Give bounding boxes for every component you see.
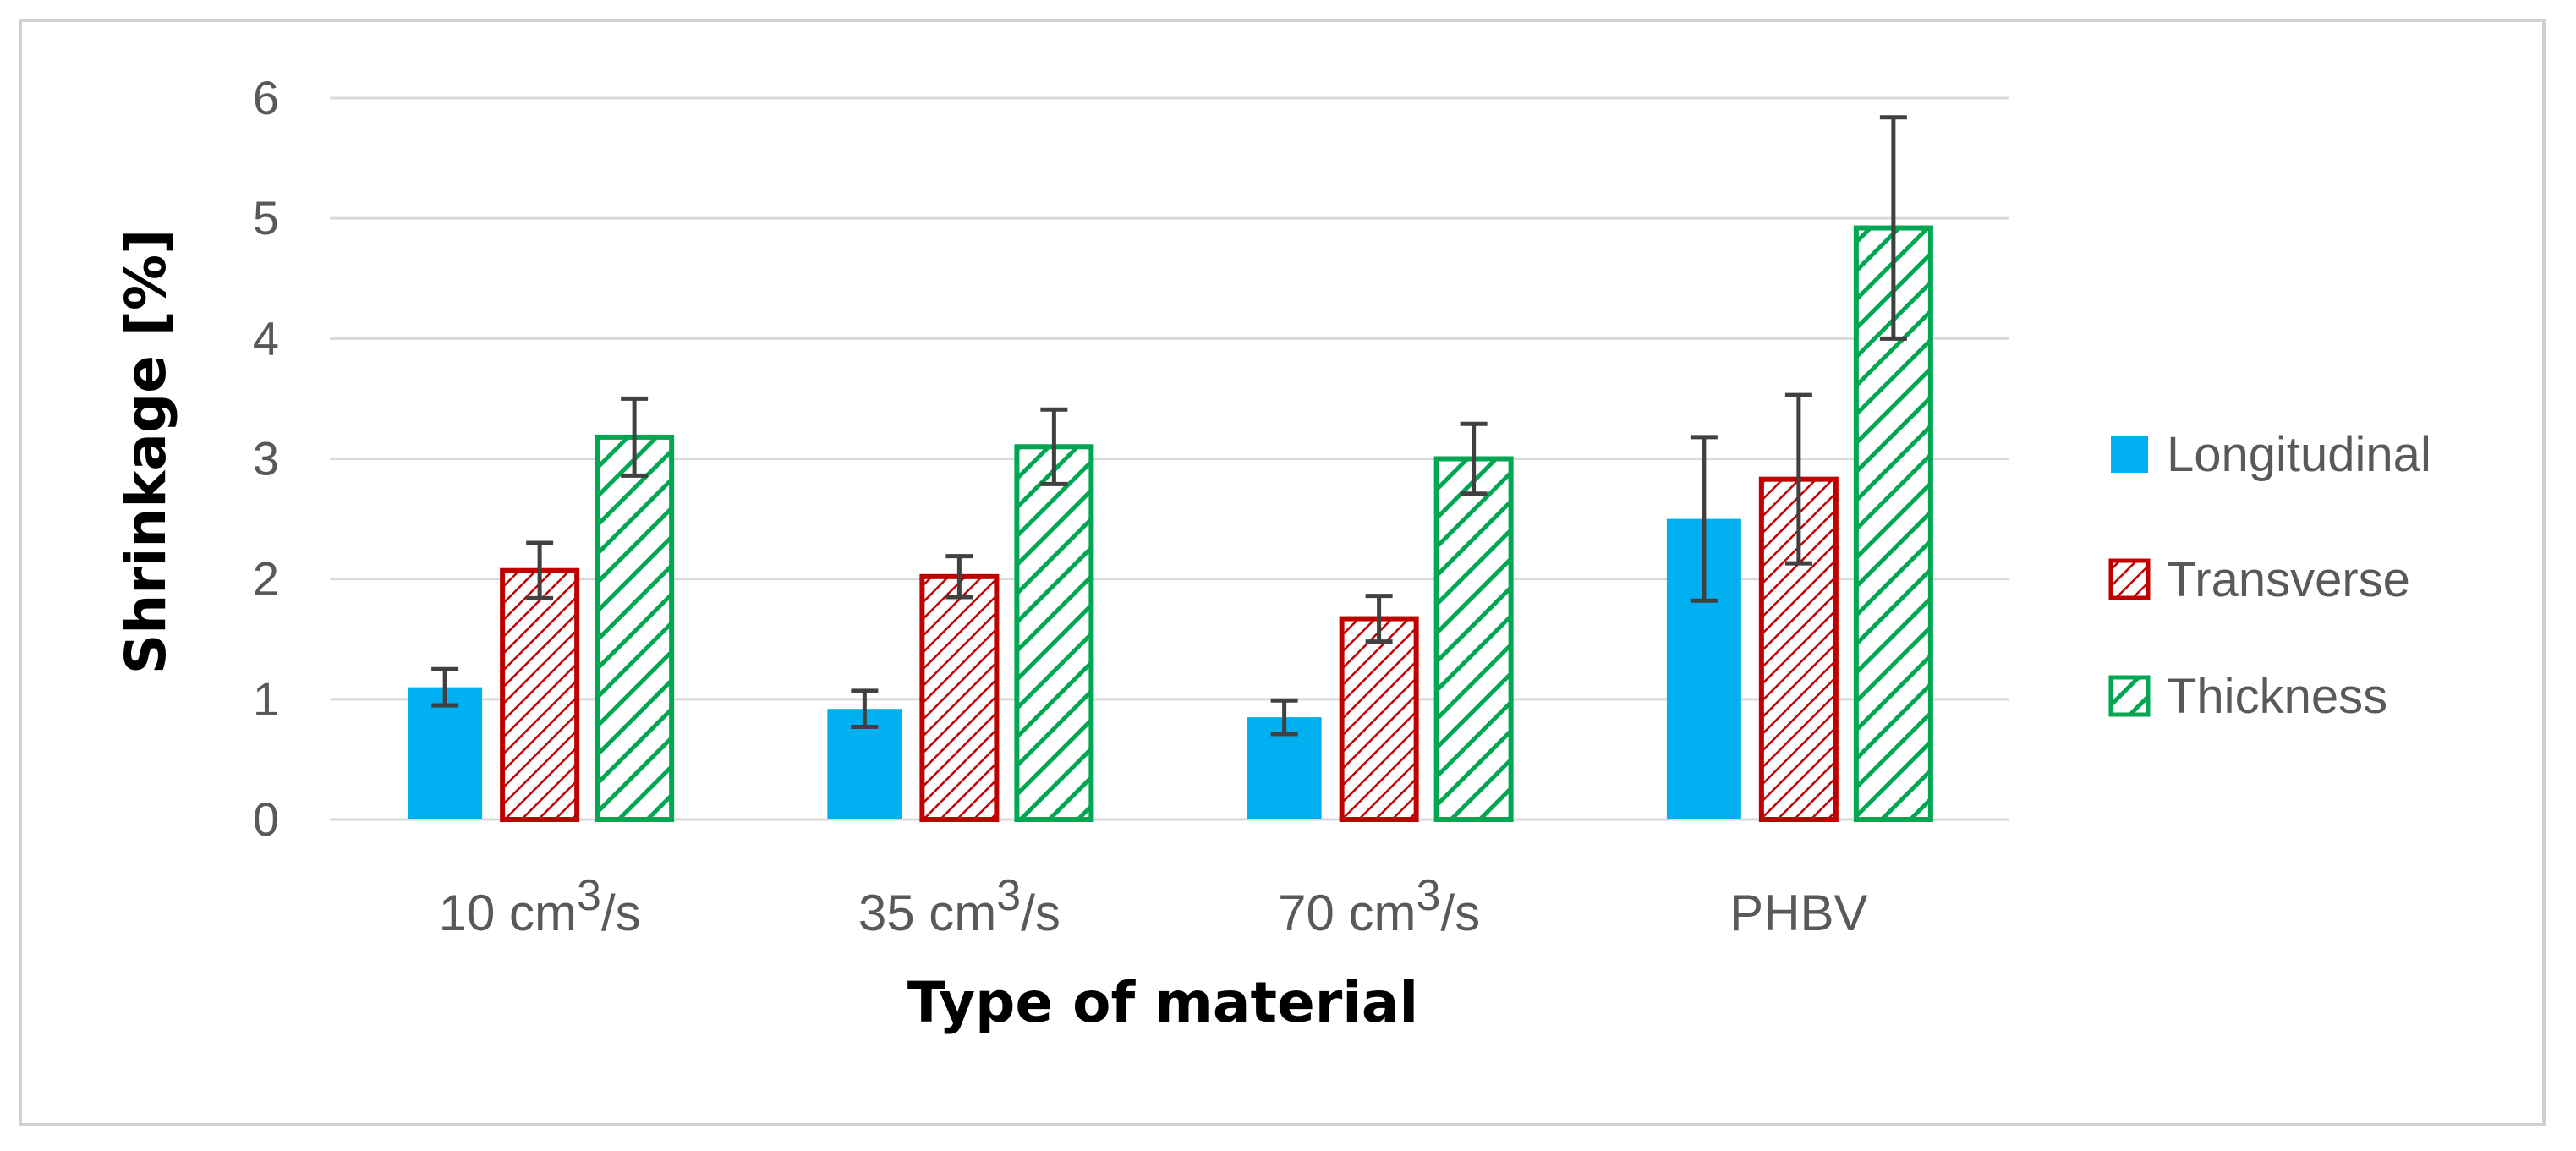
bar-thickness-0 bbox=[595, 434, 675, 822]
bar-transverse-0 bbox=[500, 567, 580, 823]
y-tick-labels: 0 1 2 3 4 5 6 bbox=[253, 71, 279, 846]
error-bar-thickness-0 bbox=[621, 396, 649, 478]
x-category-labels: 10 cm3/s 35 cm3/s 70 cm3/s PHBV bbox=[439, 871, 1868, 941]
y-tick-label: 3 bbox=[253, 432, 279, 485]
bar-longitudinal-0 bbox=[408, 687, 483, 819]
legend-swatch-transverse bbox=[2108, 558, 2151, 600]
error-bar-longitudinal-3 bbox=[1690, 435, 1718, 603]
legend-label-longitudinal: Longitudinal bbox=[2167, 427, 2431, 482]
x-category-label: 35 cm3/s bbox=[858, 871, 1061, 941]
error-bar-longitudinal-0 bbox=[431, 666, 459, 708]
error-bar-transverse-3 bbox=[1784, 392, 1812, 566]
error-bar-thickness-3 bbox=[1879, 115, 1907, 341]
error-bars bbox=[431, 115, 1907, 737]
error-bar-longitudinal-1 bbox=[851, 688, 879, 730]
error-bar-longitudinal-2 bbox=[1270, 698, 1298, 737]
bar-transverse-1 bbox=[919, 573, 1000, 822]
error-bar-thickness-2 bbox=[1460, 421, 1488, 496]
x-axis-title: Type of material bbox=[907, 970, 1418, 1035]
y-tick-label: 2 bbox=[253, 552, 279, 606]
y-tick-label: 6 bbox=[253, 71, 279, 124]
y-tick-label: 0 bbox=[253, 792, 279, 846]
y-axis-title: Shrinkage [%] bbox=[113, 229, 178, 675]
x-category-label: 70 cm3/s bbox=[1278, 871, 1480, 941]
legend-swatch-longitudinal bbox=[2111, 436, 2148, 473]
legend-label-transverse: Transverse bbox=[2167, 552, 2410, 607]
x-category-label: 10 cm3/s bbox=[439, 871, 641, 941]
bar-thickness-1 bbox=[1014, 444, 1094, 822]
bar-thickness-2 bbox=[1433, 456, 1514, 822]
error-bar-transverse-1 bbox=[945, 554, 973, 600]
y-tick-label: 1 bbox=[253, 672, 279, 726]
y-tick-label: 5 bbox=[253, 191, 279, 244]
bar-transverse-2 bbox=[1339, 616, 1419, 822]
legend-swatch-thickness bbox=[2108, 675, 2151, 717]
x-category-label: PHBV bbox=[1729, 885, 1867, 941]
error-bar-transverse-0 bbox=[526, 540, 554, 600]
legend: Longitudinal Transverse Thickness bbox=[2108, 427, 2431, 724]
error-bar-transverse-2 bbox=[1365, 594, 1393, 644]
legend-label-thickness: Thickness bbox=[2167, 669, 2387, 724]
y-tick-label: 4 bbox=[253, 311, 279, 364]
gridlines bbox=[330, 96, 2009, 821]
error-bar-thickness-1 bbox=[1040, 407, 1068, 486]
